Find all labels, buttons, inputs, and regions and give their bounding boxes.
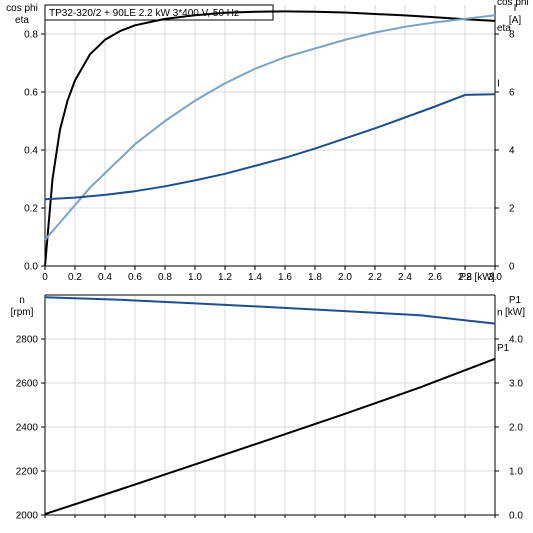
series-line-cos-phi bbox=[44, 14, 496, 241]
x-tick-label: 1.0 bbox=[188, 272, 202, 283]
left-tick-label: 2000 bbox=[16, 511, 39, 522]
right-tick-label: 8 bbox=[509, 30, 515, 41]
x-tick-label: 2.8 bbox=[458, 272, 472, 283]
left-tick-label: 0.6 bbox=[24, 88, 38, 99]
x-tick-label: 2.2 bbox=[368, 272, 382, 283]
left-tick-label: 0.0 bbox=[24, 262, 38, 273]
left-tick-label: 0.8 bbox=[24, 30, 38, 41]
bottom-chart-speed-power: 200022002400260028000.01.02.03.04.0n[rpm… bbox=[11, 294, 525, 522]
x-tick-label: 1.2 bbox=[218, 272, 232, 283]
series-label: n bbox=[497, 308, 503, 319]
x-tick-label: 1.8 bbox=[308, 272, 322, 283]
left-axis-label: n bbox=[19, 295, 25, 306]
right-tick-label: 1.0 bbox=[509, 467, 523, 478]
x-tick-label: 1.4 bbox=[248, 272, 262, 283]
right-tick-label: 2 bbox=[509, 204, 515, 215]
right-tick-label: 0 bbox=[509, 262, 515, 273]
x-tick-label: 0.4 bbox=[98, 272, 112, 283]
right-axis-label: [kW] bbox=[505, 307, 525, 318]
left-axis-label: eta bbox=[15, 15, 29, 26]
x-tick-label: 1.6 bbox=[278, 272, 292, 283]
series-label: eta bbox=[497, 23, 511, 34]
right-axis-label: [A] bbox=[509, 15, 521, 26]
right-tick-label: 2.0 bbox=[509, 423, 523, 434]
series-line-eta bbox=[44, 10, 496, 267]
left-tick-label: 0.2 bbox=[24, 204, 38, 215]
x-tick-label: 0.6 bbox=[128, 272, 142, 283]
left-tick-label: 0.4 bbox=[24, 146, 38, 157]
x-tick-label: 3.0 bbox=[488, 272, 502, 283]
right-tick-label: 0.0 bbox=[509, 511, 523, 522]
left-tick-label: 2200 bbox=[16, 467, 39, 478]
series-label: I bbox=[497, 78, 500, 89]
right-tick-label: 4.0 bbox=[509, 335, 523, 346]
x-tick-label: 0.2 bbox=[68, 272, 82, 283]
right-axis-label: P1 bbox=[509, 295, 522, 306]
right-tick-label: 6 bbox=[509, 88, 515, 99]
left-axis-label: [rpm] bbox=[11, 307, 34, 318]
series-line-P1 bbox=[44, 357, 496, 516]
right-tick-label: 3.0 bbox=[509, 379, 523, 390]
left-tick-label: 2600 bbox=[16, 379, 39, 390]
series-line-I bbox=[44, 93, 496, 201]
chart-title: TP32-320/2 + 90LE 2.2 kW 3*400 V, 50 Hz bbox=[49, 8, 239, 19]
series-label: cos phi bbox=[497, 0, 529, 8]
x-tick-label: 2.0 bbox=[338, 272, 352, 283]
x-axis-label: P2 [kW] bbox=[459, 272, 494, 283]
x-tick-label: 2.6 bbox=[428, 272, 442, 283]
series-label: P1 bbox=[497, 343, 510, 354]
x-tick-label: 2.4 bbox=[398, 272, 412, 283]
left-tick-label: 2800 bbox=[16, 335, 39, 346]
x-tick-label: 0.8 bbox=[158, 272, 172, 283]
left-tick-label: 2400 bbox=[16, 423, 39, 434]
series-line-n bbox=[44, 296, 496, 325]
x-tick-label: 0 bbox=[42, 272, 48, 283]
left-axis-label: cos phi bbox=[6, 3, 38, 14]
right-axis-label: I bbox=[514, 3, 517, 14]
right-tick-label: 4 bbox=[509, 146, 515, 157]
